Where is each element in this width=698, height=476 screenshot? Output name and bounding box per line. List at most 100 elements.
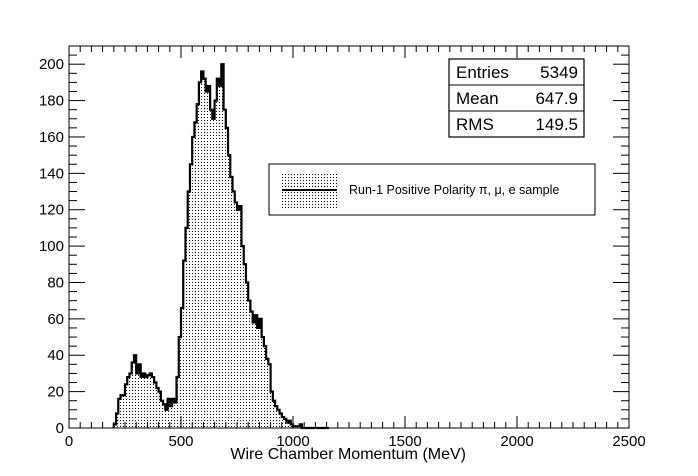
stats-rms-label: RMS — [456, 115, 494, 134]
histogram-bar — [212, 118, 215, 428]
histogram-bar — [187, 191, 190, 428]
histogram-bar — [207, 86, 211, 429]
histogram-bar — [250, 311, 253, 428]
histogram-bar — [185, 227, 188, 428]
histogram-bar — [219, 86, 222, 429]
stats-rms-value: 149.5 — [535, 115, 578, 134]
histogram-bar — [270, 391, 273, 428]
histogram-bar — [214, 100, 217, 429]
histogram-bar — [131, 362, 134, 428]
histogram-bar — [160, 400, 164, 428]
histogram-bar — [252, 322, 255, 428]
histogram-bar — [147, 375, 150, 428]
histogram-bar — [142, 373, 146, 428]
histogram-bar — [245, 282, 249, 428]
histogram-bar — [243, 264, 246, 428]
histogram-bar — [151, 377, 155, 428]
histogram-bar — [299, 424, 302, 428]
y-tick-label: 140 — [39, 165, 64, 182]
x-tick-label: 1000 — [276, 433, 309, 450]
histogram-bar — [183, 260, 186, 428]
histogram-bar — [181, 307, 184, 428]
y-tick-label: 0 — [56, 420, 64, 437]
histogram-bar — [113, 424, 117, 428]
histogram-bar — [198, 82, 202, 428]
y-tick-label: 100 — [39, 238, 64, 255]
x-tick-label: 500 — [168, 433, 193, 450]
histogram-bar — [275, 406, 278, 428]
stats-entries-label: Entries — [456, 63, 509, 82]
histogram-bar — [241, 246, 244, 428]
y-tick-label: 160 — [39, 129, 64, 146]
stats-mean-value: 647.9 — [535, 89, 578, 108]
histogram-bar — [223, 109, 226, 429]
histogram-bar — [248, 300, 251, 428]
histogram-bar — [145, 377, 148, 428]
y-tick-labels: 0 20 40 60 80 100 120 140 160 180 200 — [39, 56, 64, 437]
x-axis-title: Wire Chamber Momentum (MeV) — [230, 446, 466, 463]
histogram-bar — [228, 155, 231, 428]
histogram-bar — [172, 398, 175, 428]
histogram-bar — [290, 424, 293, 428]
histogram-bar — [136, 373, 139, 428]
y-tick-label: 200 — [39, 56, 64, 73]
x-tick-label: 2000 — [500, 433, 533, 450]
histogram-bar — [210, 109, 213, 429]
histogram-bar — [174, 402, 177, 428]
histogram-bar — [156, 387, 159, 428]
histogram-bar — [192, 136, 195, 428]
histogram-bar — [230, 176, 233, 428]
axis-ticks — [68, 45, 630, 429]
histogram-bar — [125, 384, 128, 428]
histogram-bar — [268, 364, 271, 428]
histogram-bar — [129, 373, 132, 428]
stats-mean-label: Mean — [456, 89, 499, 108]
histogram-bar — [178, 337, 181, 428]
y-tick-label: 180 — [39, 93, 64, 110]
x-tick-labels: 0 500 1000 1500 2000 2500 — [65, 433, 646, 450]
histogram-bar — [203, 78, 206, 428]
histogram-bar — [158, 391, 161, 428]
legend-entry-label: Run-1 Positive Polarity π, μ, e sample — [349, 183, 559, 197]
histogram-bar — [277, 409, 280, 428]
histogram-bar — [196, 104, 199, 428]
y-tick-label: 120 — [39, 202, 64, 219]
legend-box: Run-1 Positive Polarity π, μ, e sample — [268, 163, 596, 216]
histogram-layer — [112, 63, 329, 430]
histogram-bar — [284, 418, 287, 428]
x-tick-label: 2500 — [612, 433, 645, 450]
histogram-bar — [169, 406, 173, 428]
histogram-bar — [167, 398, 170, 428]
histogram-bar — [140, 377, 143, 428]
histogram-bar — [120, 395, 123, 428]
histogram-bar — [261, 337, 264, 428]
histogram-bar — [234, 202, 237, 428]
histogram-bar — [232, 191, 235, 428]
histogram-bar — [116, 413, 119, 428]
histogram-bar — [133, 355, 137, 428]
histogram-bar — [122, 395, 125, 428]
x-tick-label: 1500 — [388, 433, 421, 450]
histogram-bar — [205, 91, 208, 428]
stats-box: Entries 5349 Mean 647.9 RMS 149.5 — [448, 58, 585, 138]
histogram-bar — [138, 364, 141, 428]
histogram-bar — [118, 398, 121, 428]
histogram-bar — [286, 422, 289, 428]
y-tick-label: 60 — [47, 311, 64, 328]
histogram-bar — [237, 209, 240, 428]
histogram-bar — [279, 413, 282, 428]
y-tick-label: 20 — [47, 384, 64, 401]
histogram-bar — [288, 420, 291, 428]
histogram-bar — [259, 318, 262, 428]
histogram-bar — [163, 404, 166, 428]
histogram-bar — [257, 327, 260, 428]
y-tick-label: 40 — [47, 347, 64, 364]
histogram-bar — [176, 377, 179, 428]
histogram-bar — [225, 127, 229, 428]
x-tick-label: 0 — [65, 433, 73, 450]
histogram-bar — [127, 377, 130, 428]
histogram-bar — [154, 382, 157, 428]
histogram-bar — [239, 206, 242, 428]
histogram-bar — [254, 315, 258, 428]
histogram-bar — [216, 78, 220, 428]
